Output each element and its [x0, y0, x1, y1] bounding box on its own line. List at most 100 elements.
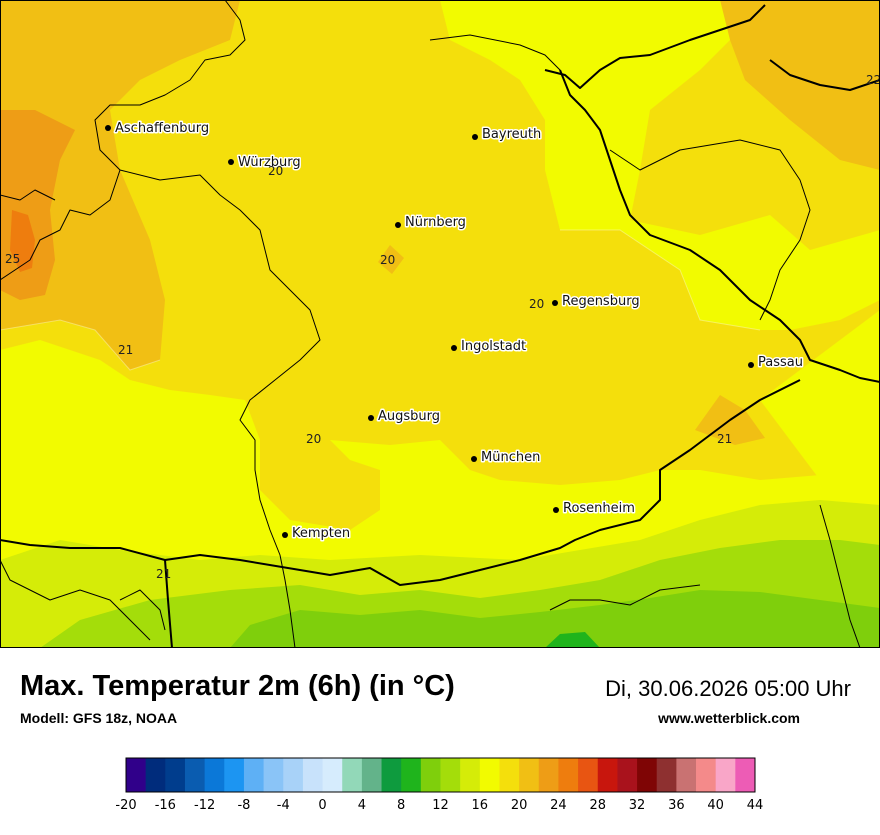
legend-tick-label: 12: [432, 798, 449, 813]
legend-swatch: [460, 758, 481, 792]
legend-swatch: [322, 758, 343, 792]
svg-text:Würzburg: Würzburg: [238, 155, 301, 170]
legend-swatch: [597, 758, 618, 792]
city-kempten[interactable]: Kempten: [282, 525, 352, 543]
forecast-datetime: Di, 30.06.2026 05:00 Uhr: [605, 676, 851, 701]
legend-swatch: [715, 758, 736, 792]
legend-swatch: [243, 758, 264, 792]
svg-text:Passau: Passau: [758, 355, 803, 370]
contour-label: 21: [118, 343, 133, 357]
city-augsburg[interactable]: Augsburg: [368, 408, 442, 426]
legend-tick-label: 40: [707, 798, 724, 813]
legend-tick-label: 28: [589, 798, 606, 813]
country-borders: [0, 4, 880, 648]
legend-frame: [125, 757, 756, 793]
contour-label: 20: [268, 164, 283, 178]
legend-swatch: [440, 758, 461, 792]
city-regensburg[interactable]: Regensburg: [552, 293, 641, 311]
contour-label: 25: [5, 252, 20, 266]
temp-band-18-east: [760, 310, 880, 480]
city-passau[interactable]: Passau: [748, 354, 804, 372]
city-nurnberg[interactable]: Nürnberg: [395, 214, 467, 232]
legend-swatch: [165, 758, 186, 792]
legend-swatch: [126, 758, 147, 792]
city-rosenheim[interactable]: Rosenheim: [553, 500, 636, 518]
legend-swatch: [342, 758, 363, 792]
legend-tick-label: -8: [237, 798, 250, 813]
chart-title: Max. Temperatur 2m (6h) (in °C): [20, 670, 455, 702]
legend-tick-label: 44: [747, 798, 764, 813]
legend-tick-label: -4: [277, 798, 290, 813]
temp-band-10: [545, 632, 600, 648]
legend-swatch: [184, 758, 206, 792]
temp-band-22-west: [0, 0, 240, 370]
legend-swatch: [558, 758, 579, 792]
contour-label: 20: [529, 297, 544, 311]
city-ingolstadt[interactable]: Ingolstadt: [451, 338, 528, 356]
svg-text:Rosenheim: Rosenheim: [563, 501, 635, 516]
city-munchen[interactable]: München: [471, 449, 542, 467]
isotherm-lines: [0, 229, 761, 371]
svg-text:Regensburg: Regensburg: [562, 294, 640, 309]
legend-swatch: [204, 758, 225, 792]
contour-labels: 20 25 20 21 20 20 21 21 22: [5, 73, 880, 581]
state-borders: [0, 0, 861, 648]
temp-band-18-north: [440, 0, 880, 330]
legend-swatch: [499, 758, 520, 792]
legend-swatch: [224, 758, 245, 792]
legend-tick-label: 16: [472, 798, 489, 813]
legend-tick-label: -12: [194, 798, 215, 813]
legend-tick-label: 0: [318, 798, 326, 813]
legend-swatch: [302, 758, 323, 792]
legend-tick-label: -16: [155, 798, 176, 813]
legend-swatch: [519, 758, 540, 792]
legend-tick-label: 36: [668, 798, 685, 813]
svg-text:Aschaffenburg: Aschaffenburg: [115, 121, 209, 136]
legend-swatch: [676, 758, 697, 792]
legend-swatch: [637, 758, 658, 792]
svg-text:München: München: [481, 450, 540, 465]
contour-label: 21: [717, 432, 732, 446]
svg-text:Ingolstadt: Ingolstadt: [461, 339, 526, 354]
legend-tick-label: 4: [358, 798, 366, 813]
legend-swatch: [479, 758, 500, 792]
legend-swatch: [656, 758, 677, 792]
legend-swatch: [578, 758, 599, 792]
legend-swatch: [538, 758, 559, 792]
svg-text:Nürnberg: Nürnberg: [405, 215, 466, 230]
legend-swatch: [381, 758, 402, 792]
legend-tick-label: 8: [397, 798, 405, 813]
legend-swatch: [735, 758, 756, 792]
legend-swatch: [401, 758, 422, 792]
temp-band-12: [230, 590, 880, 648]
city-markers: Aschaffenburg Würzburg Bayreuth Nürnberg…: [105, 120, 804, 543]
legend-tick-label: -20: [115, 798, 136, 813]
legend-swatch: [617, 758, 638, 792]
legend-swatch: [283, 758, 304, 792]
legend-tick-label: 32: [629, 798, 646, 813]
legend-tick-label: 20: [511, 798, 528, 813]
svg-text:Bayreuth: Bayreuth: [482, 127, 541, 142]
city-aschaffenburg[interactable]: Aschaffenburg: [105, 120, 211, 138]
legend-tick-label: 24: [550, 798, 567, 813]
legend-swatch: [263, 758, 284, 792]
legend-swatch: [420, 758, 441, 792]
temp-band-22-east: [720, 0, 880, 170]
contour-label: 22: [866, 73, 880, 87]
svg-text:Augsburg: Augsburg: [378, 409, 440, 424]
legend-swatch: [145, 758, 166, 792]
temperature-map[interactable]: Aschaffenburg Würzburg Bayreuth Nürnberg…: [0, 0, 880, 648]
website-link[interactable]: www.wetterblick.com: [658, 710, 800, 726]
city-bayreuth[interactable]: Bayreuth: [472, 126, 543, 144]
temp-band-22-nurnberg: [378, 245, 404, 274]
city-wurzburg[interactable]: Würzburg: [228, 154, 302, 172]
contour-label: 20: [306, 432, 321, 446]
contour-label: 20: [380, 253, 395, 267]
color-legend: -20 -16 -12 -8 -4 0 4 8 12 16 20 24 28 32 36 40 44: [0, 750, 880, 830]
svg-text:Kempten: Kempten: [292, 526, 350, 541]
legend-swatch: [696, 758, 717, 792]
model-info: Modell: GFS 18z, NOAA: [20, 710, 178, 726]
contour-label: 21: [156, 567, 171, 581]
temp-band-26-west: [10, 210, 35, 272]
legend-swatch: [361, 758, 382, 792]
